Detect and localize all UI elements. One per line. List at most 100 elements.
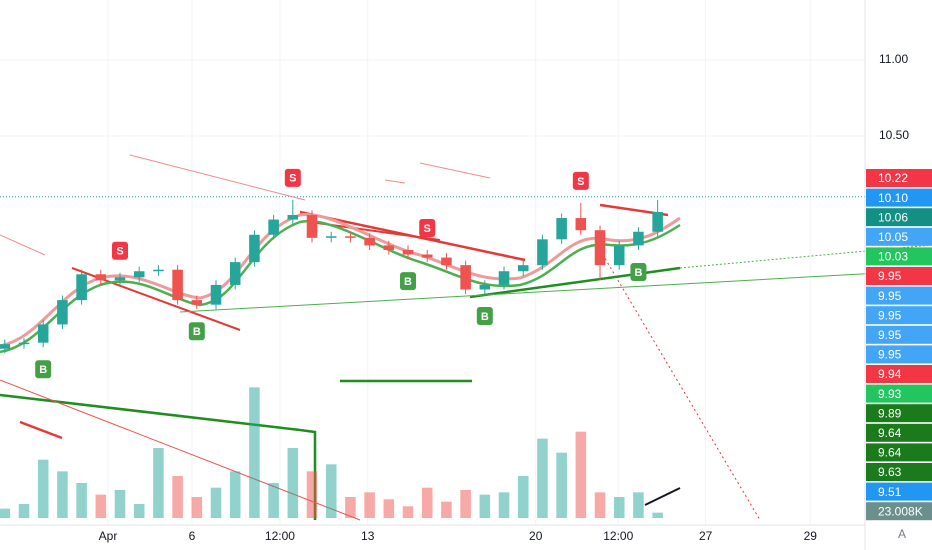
trend-line [129,154,306,201]
signal-marker [572,171,589,190]
candle-body [18,342,30,345]
candle-body [383,245,395,250]
price-badge-label: 9.93 [878,387,902,401]
price-badge [866,502,932,521]
price-badge [866,423,932,442]
volume-bar [383,499,395,518]
volume-bar [575,431,587,518]
price-badge-label: 9.95 [878,348,902,362]
trend-line [0,234,46,256]
signal-label: B [404,276,412,288]
price-badge [866,404,932,423]
signal-label: S [577,176,584,188]
volume-bar [0,508,11,518]
candle-layer [0,199,663,354]
volume-bar [114,490,126,518]
volume-bar [402,506,414,518]
candle-body [172,269,183,301]
price-badge-label: 9.95 [878,289,902,303]
volume-bar [633,492,644,518]
price-badge-label: 10.22 [878,171,908,185]
candle-body [268,219,279,235]
price-badge [866,286,932,305]
candle-body [441,257,452,266]
price-badge [866,482,932,501]
trend-line [419,162,491,179]
price-badge-label: 9.95 [878,269,902,283]
candle-body [556,218,567,240]
y-tick-label: 10.50 [879,128,909,142]
volume-bar [18,504,30,518]
grid-layer [0,0,865,525]
candle-body [133,271,145,278]
candle-body [402,249,414,255]
price-badge-label: 10.05 [878,230,908,244]
volume-bar [556,452,567,518]
candle-body [229,262,241,285]
volume-bar [517,476,529,518]
candle-body [652,211,663,232]
x-tick-label: 27 [699,529,713,543]
candle-body [421,254,433,258]
price-badge [866,188,932,207]
signal-label: S [424,223,431,235]
volume-bar [229,471,241,518]
signal-marker [630,262,647,281]
trend-line [179,269,932,313]
volume-bar [460,490,471,518]
x-tick-label: Apr [99,529,118,543]
candle-body [287,215,299,220]
candle-body [460,265,471,290]
signal-marker [284,168,301,187]
signal-label: B [193,326,201,338]
signal-marker [35,360,52,379]
candle-body [210,284,222,305]
price-badge-label: 9.63 [878,465,902,479]
price-badge-label: 9.89 [878,406,902,420]
signal-marker [400,272,417,291]
signal-marker [112,241,129,260]
x-tick-label: 20 [529,529,543,543]
price-badge [866,169,932,187]
volume-bar [479,494,491,518]
candle-body [594,230,606,266]
volume-bar [153,448,164,518]
volume-bar [306,471,318,518]
candle-body [95,274,107,281]
volume-bar [268,483,279,518]
volume-bar [652,512,663,518]
scale-button[interactable]: A [898,527,906,541]
signal-label: S [289,173,296,185]
volume-bar [364,492,375,518]
price-badge-label: 9.94 [878,367,902,381]
signal-marker [419,218,436,237]
price-badge [866,345,932,364]
scale-button-bg[interactable] [892,525,912,545]
volume-bar [95,494,107,518]
volume-bar [594,492,606,518]
signal-label: B [39,364,47,376]
price-badge-label: 9.95 [878,308,902,322]
candle-body [479,284,491,290]
candle-body [325,236,337,238]
volume-bar [172,476,183,518]
candle-body [517,265,529,272]
candle-body [37,324,49,343]
volume-bar [325,464,337,518]
price-badge-label: 10.10 [878,191,908,205]
signal-marker [476,307,493,326]
candle-body [364,237,375,246]
x-tick-label: 13 [361,529,375,543]
candle-body [306,215,318,238]
volume-bar [57,471,68,518]
candle-body [498,271,510,285]
trend-line [19,420,63,440]
volume-bar [441,501,452,518]
volume-bar [287,448,299,518]
volume-bar [537,438,548,518]
x-tick-label: 12:00 [265,529,295,543]
price-badge [866,267,932,285]
x-tick-label: 12:00 [603,529,633,543]
signal-label: S [116,246,123,258]
